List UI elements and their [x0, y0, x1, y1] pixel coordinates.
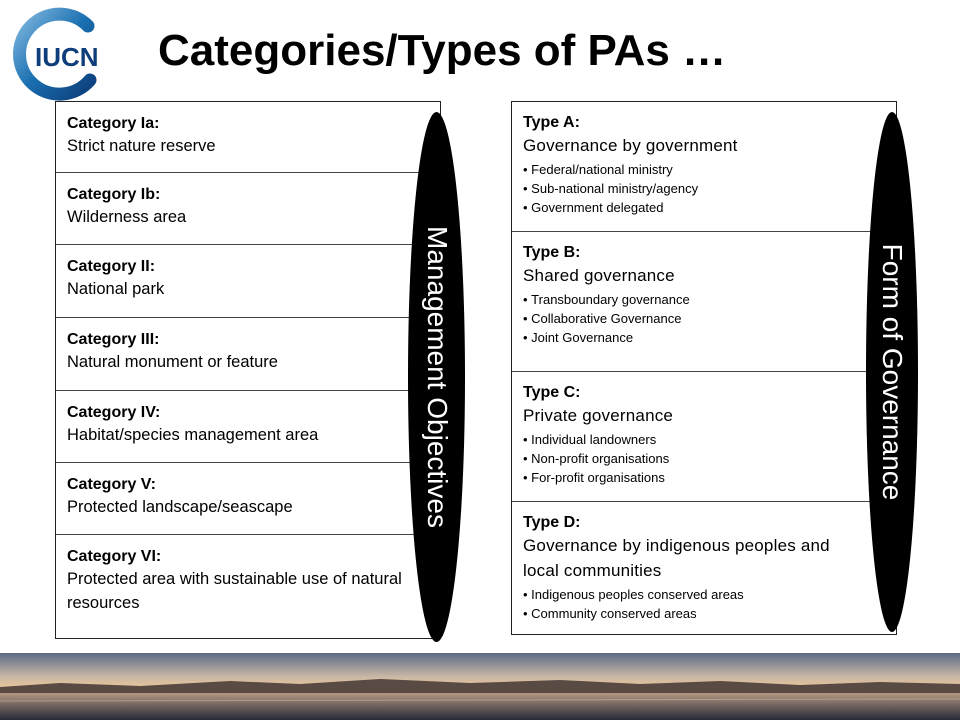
- type-bullets: Federal/national ministry Sub-national m…: [523, 160, 896, 217]
- category-desc: Protected landscape/seascape: [67, 498, 293, 516]
- bullet-item: Indigenous peoples conserved areas: [523, 585, 896, 604]
- category-title: Category IV:: [67, 404, 161, 421]
- category-row: Category Ib: Wilderness area: [56, 173, 440, 245]
- type-title: Type D:: [523, 514, 581, 531]
- landscape-banner: [0, 653, 960, 720]
- bullet-item: Individual landowners: [523, 430, 896, 449]
- category-title: Category Ia:: [67, 115, 160, 132]
- logo-text: IUCN: [35, 42, 99, 72]
- iucn-logo: IUCN: [13, 7, 99, 101]
- category-row: Category VI: Protected area with sustain…: [56, 535, 440, 638]
- type-title: Type B:: [523, 244, 581, 261]
- type-row: Type C: Private governance Individual la…: [512, 372, 896, 502]
- form-of-governance-oval: Form of Governance: [866, 112, 918, 632]
- category-title: Category II:: [67, 258, 156, 275]
- category-row: Category IV: Habitat/species management …: [56, 391, 440, 463]
- type-row: Type D: Governance by indigenous peoples…: [512, 502, 896, 634]
- type-desc: Governance by government: [523, 136, 738, 155]
- bullet-item: Sub-national ministry/agency: [523, 179, 896, 198]
- category-desc: Habitat/species management area: [67, 426, 319, 444]
- type-bullets: Individual landowners Non-profit organis…: [523, 430, 896, 487]
- type-title: Type C:: [523, 384, 581, 401]
- governance-types-table: Type A: Governance by government Federal…: [511, 101, 897, 635]
- category-title: Category III:: [67, 331, 160, 348]
- bullet-item: Government delegated: [523, 198, 896, 217]
- category-row: Category Ia: Strict nature reserve: [56, 102, 440, 173]
- category-row: Category II: National park: [56, 245, 440, 318]
- category-desc: Wilderness area: [67, 208, 187, 226]
- category-title: Category VI:: [67, 548, 162, 565]
- category-title: Category Ib:: [67, 186, 161, 203]
- category-row: Category III: Natural monument or featur…: [56, 318, 440, 391]
- bullet-item: Transboundary governance: [523, 290, 896, 309]
- category-desc: National park: [67, 280, 165, 298]
- type-bullets: Indigenous peoples conserved areas Commu…: [523, 585, 896, 623]
- bullet-item: For-profit organisations: [523, 468, 896, 487]
- category-title: Category V:: [67, 476, 156, 493]
- type-bullets: Transboundary governance Collaborative G…: [523, 290, 896, 347]
- type-desc: Shared governance: [523, 266, 675, 285]
- form-of-governance-label: Form of Governance: [877, 243, 908, 501]
- type-desc: Governance by indigenous peoples and loc…: [523, 536, 830, 580]
- management-objectives-oval: Management Objectives: [408, 112, 465, 642]
- bullet-item: Federal/national ministry: [523, 160, 896, 179]
- category-desc: Natural monument or feature: [67, 353, 278, 371]
- category-desc: Strict nature reserve: [67, 137, 216, 155]
- bullet-item: Non-profit organisations: [523, 449, 896, 468]
- page-title: Categories/Types of PAs …: [158, 26, 727, 75]
- category-row: Category V: Protected landscape/seascape: [56, 463, 440, 535]
- management-objectives-label: Management Objectives: [421, 226, 453, 528]
- type-desc: Private governance: [523, 406, 674, 425]
- type-row: Type A: Governance by government Federal…: [512, 102, 896, 232]
- bullet-item: Community conserved areas: [523, 604, 896, 623]
- type-row: Type B: Shared governance Transboundary …: [512, 232, 896, 372]
- bullet-item: Joint Governance: [523, 328, 896, 347]
- type-title: Type A:: [523, 114, 580, 131]
- management-categories-table: Category Ia: Strict nature reserve Categ…: [55, 101, 441, 639]
- category-desc: Protected area with sustainable use of n…: [67, 570, 402, 612]
- bullet-item: Collaborative Governance: [523, 309, 896, 328]
